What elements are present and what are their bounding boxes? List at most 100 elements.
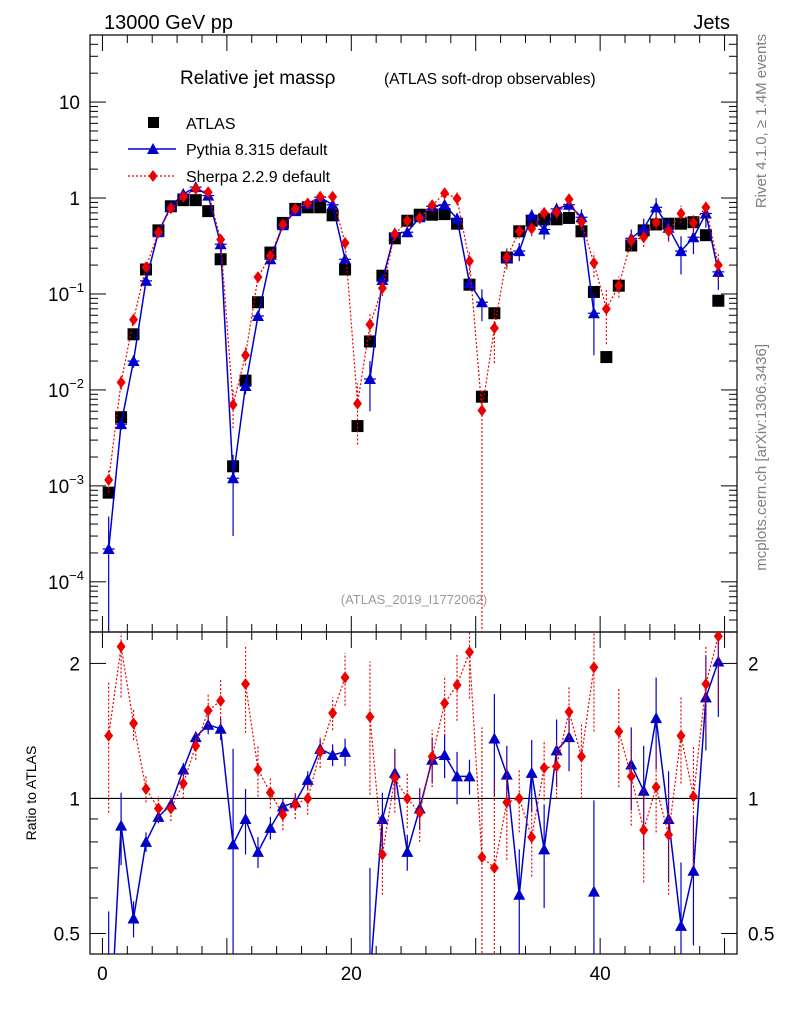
pythia-main-point xyxy=(376,273,389,285)
sherpa-ratio-point xyxy=(527,831,537,844)
sherpa-main-point xyxy=(427,199,437,212)
pythia-ratio-point xyxy=(401,845,414,857)
sherpa-ratio-point xyxy=(701,677,711,690)
sherpa-main-point xyxy=(639,231,649,244)
sherpa-ratio-point xyxy=(278,808,288,821)
main-y-tick-label: 10−4 xyxy=(48,568,84,594)
legend: ATLAS Pythia 8.315 default Sherpa 2.2.9 … xyxy=(128,116,331,186)
sherpa-main-point xyxy=(552,206,562,219)
pythia-main-point xyxy=(339,253,352,265)
sherpa-main-point xyxy=(228,398,238,411)
ratio-y-tick-label-right: 0.5 xyxy=(748,924,774,945)
sherpa-ratio-point xyxy=(576,750,586,763)
pythia-main-point xyxy=(650,201,663,213)
sherpa-ratio-point xyxy=(129,717,139,730)
sherpa-ratio-point xyxy=(464,646,474,659)
sherpa-ratio-point xyxy=(265,786,275,799)
pythia-main-point xyxy=(475,296,488,308)
pythia-ratio-point xyxy=(339,745,352,757)
ratio-series-layer xyxy=(104,632,725,982)
sherpa-main-point xyxy=(452,192,462,205)
pythia-ratio-point xyxy=(538,843,551,855)
sherpa-main-point xyxy=(601,302,611,315)
rivet-label: Rivet 4.1.0, ≥ 1.4M events xyxy=(753,34,770,208)
sherpa-main-point xyxy=(166,202,176,215)
pythia-main-point xyxy=(251,309,264,321)
pythia-ratio-point xyxy=(650,712,663,724)
pythia-ratio-point xyxy=(251,845,264,857)
pythia-ratio-point xyxy=(687,864,700,876)
main-y-tick-label: 10−1 xyxy=(48,280,84,306)
atlas-main-point xyxy=(214,253,227,266)
mcplots-label: mcplots.cern.ch [arXiv:1306.3436] xyxy=(753,344,770,571)
pythia-main-point xyxy=(438,198,451,210)
atlas-main-point xyxy=(115,411,128,424)
sherpa-ratio-point xyxy=(489,861,499,874)
sherpa-main-point xyxy=(303,197,313,210)
sherpa-main-point xyxy=(141,261,151,274)
sherpa-ratio-point xyxy=(290,798,300,811)
sherpa-ratio-point xyxy=(104,729,114,742)
sherpa-main-point xyxy=(402,214,412,227)
sherpa-main-point xyxy=(315,190,325,203)
pythia-ratio-line xyxy=(113,661,720,954)
atlas-main-point xyxy=(575,225,588,238)
atlas-main-point xyxy=(314,201,327,214)
sherpa-ratio-point xyxy=(514,792,524,805)
sherpa-main-point xyxy=(489,322,499,335)
ratio-y-tick-label-right: 2 xyxy=(748,654,759,675)
atlas-main-point xyxy=(438,208,451,221)
pythia-ratio-point xyxy=(115,819,128,831)
pythia-main-point xyxy=(102,542,115,554)
main-y-tick-label: 10−3 xyxy=(48,472,84,498)
sherpa-main-point xyxy=(191,182,201,195)
sherpa-main-point xyxy=(278,218,288,231)
sherpa-ratio-point xyxy=(477,851,487,864)
sherpa-main-point xyxy=(390,228,400,241)
pythia-ratio-point xyxy=(301,773,314,785)
ratio-y-tick-label: 2 xyxy=(69,654,80,675)
sherpa-main-point xyxy=(353,397,363,410)
plot-title: Relative jet massρ xyxy=(180,68,336,89)
sherpa-ratio-point xyxy=(328,707,338,720)
sherpa-main-point xyxy=(651,216,661,229)
pythia-main-line xyxy=(107,186,720,550)
sherpa-ratio-point xyxy=(415,806,425,819)
sherpa-ratio-point xyxy=(713,632,723,643)
sherpa-ratio-point xyxy=(191,739,201,752)
sherpa-main-point xyxy=(514,225,524,238)
pythia-main-point xyxy=(525,209,538,221)
atlas-main-point xyxy=(699,229,712,242)
atlas-main-point xyxy=(339,263,352,276)
pythia-main-point xyxy=(463,277,476,289)
sherpa-main-point xyxy=(614,279,624,292)
ratio-plot-frame xyxy=(89,631,738,955)
pythia-main-point xyxy=(127,355,140,367)
sherpa-main-point xyxy=(241,349,251,362)
sherpa-main-point xyxy=(377,282,387,295)
sherpa-main-point xyxy=(415,211,425,224)
pythia-ratio-point xyxy=(189,731,202,743)
sherpa-main-line xyxy=(108,188,719,481)
pythia-ratio-point xyxy=(513,888,526,900)
sherpa-ratio-point xyxy=(564,705,574,718)
sherpa-ratio-point xyxy=(626,770,636,783)
sherpa-ratio-point xyxy=(664,828,674,841)
sherpa-ratio-point xyxy=(340,671,350,684)
sherpa-main-point xyxy=(539,206,549,219)
pythia-ratio-point xyxy=(139,835,152,847)
sherpa-main-point xyxy=(664,225,674,238)
pythia-main-point xyxy=(538,223,551,235)
legend-atlas-marker xyxy=(148,117,159,128)
pythia-ratio-point xyxy=(214,722,227,734)
sherpa-ratio-point xyxy=(639,824,649,837)
sherpa-main-point xyxy=(116,376,126,389)
plot-subtitle: (ATLAS soft-drop observables) xyxy=(384,71,596,88)
analysis-label: (ATLAS_2019_I1772062) xyxy=(341,592,487,607)
sherpa-ratio-point xyxy=(688,790,698,803)
sherpa-main-point xyxy=(713,259,723,272)
pythia-ratio-point xyxy=(364,971,376,982)
legend-sherpa-label: Sherpa 2.2.9 default xyxy=(186,169,331,186)
atlas-main-point xyxy=(189,194,202,207)
pythia-main-point xyxy=(637,222,650,234)
